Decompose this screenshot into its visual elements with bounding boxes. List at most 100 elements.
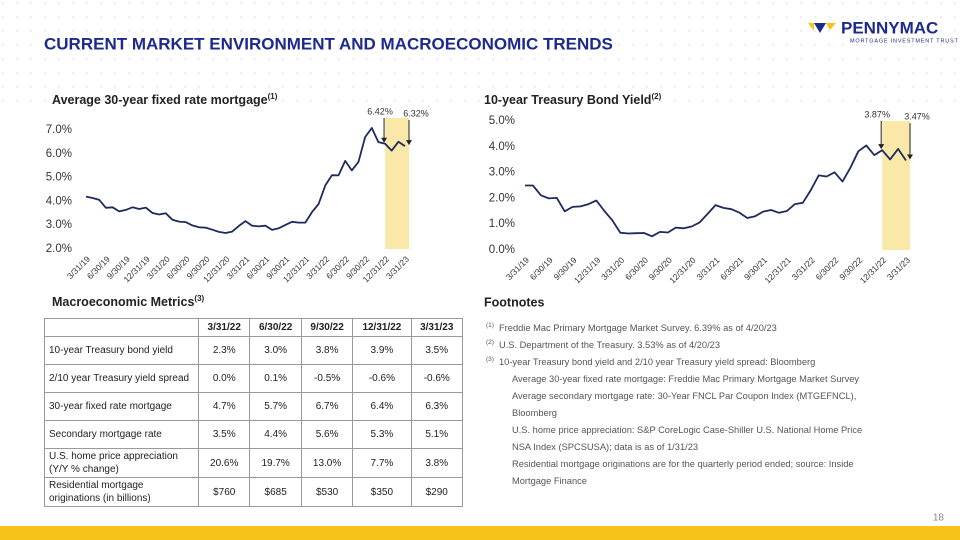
chart-title: 10-year Treasury Bond Yield(2) xyxy=(484,92,662,107)
footnote-marker: (2) xyxy=(486,339,494,346)
table-title-note: (3) xyxy=(194,294,204,303)
footnote-text: U.S. home price appreciation: S&P CoreLo… xyxy=(512,425,863,452)
footnote: (3) 10-year Treasury bond yield and 2/10 … xyxy=(486,354,871,490)
table-cell: 0.1% xyxy=(249,364,302,393)
column-header: 9/30/22 xyxy=(300,318,354,337)
annotation-arrowhead xyxy=(406,140,412,146)
x-tick-label: 12/31/19 xyxy=(572,255,603,286)
chart-title: Average 30-year fixed rate mortgage(1) xyxy=(52,92,278,107)
table-row: U.S. home price appreciation (Y/Y % chan… xyxy=(44,448,463,478)
table-cell: 13.0% xyxy=(300,448,354,478)
table-cell: 4.4% xyxy=(249,420,302,449)
highlight-band xyxy=(385,118,409,249)
table-cell: 2.3% xyxy=(197,336,251,365)
footnote-marker: (1) xyxy=(486,322,494,329)
footnote: (2) U.S. Department of the Treasury. 3.53… xyxy=(486,337,871,354)
row-label: 2/10 year Treasury yield spread xyxy=(44,364,199,393)
table-row: Secondary mortgage rate 3.5% 4.4% 5.6% 5.3% 5… xyxy=(44,420,463,449)
y-tick-label: 0.0% xyxy=(489,244,515,256)
table-cell: 5.3% xyxy=(352,420,412,449)
x-tick-label: 3/31/19 xyxy=(504,255,531,282)
y-tick-label: 2.0% xyxy=(46,243,72,255)
table-cell: 3.9% xyxy=(352,336,412,365)
row-label: U.S. home price appreciation (Y/Y % chan… xyxy=(44,448,199,478)
footnote-text: Average 30-year fixed rate mortgage: Fre… xyxy=(512,374,860,384)
table-cell: 5.7% xyxy=(249,392,302,421)
x-tick-label: 3/31/23 xyxy=(384,254,411,281)
table-corner xyxy=(44,318,199,337)
annotation-label: 3.87% xyxy=(864,109,890,119)
slide-title: CURRENT MARKET ENVIRONMENT AND MACROECON… xyxy=(44,34,613,53)
footnotes-title: Footnotes xyxy=(484,295,544,309)
table-cell: $350 xyxy=(352,477,412,507)
table-row: 10-year Treasury bond yield 2.3% 3.0% 3.8% 3… xyxy=(44,336,463,365)
footnote-text: U.S. Department of the Treasury. 3.53% a… xyxy=(499,340,721,350)
x-tick-label: 6/30/19 xyxy=(528,255,555,282)
footnotes: (1) Freddie Mac Primary Mortgage Market S… xyxy=(486,320,871,490)
footnote-text: Residential mortgage originations are fo… xyxy=(512,459,854,486)
table-cell: $685 xyxy=(249,477,302,507)
logo: PENNYMAC MORTGAGE INVESTMENT TRUST xyxy=(808,18,959,44)
table-cell: 4.7% xyxy=(197,392,251,421)
table-row: 30-year fixed rate mortgage 4.7% 5.7% 6.7% 6… xyxy=(44,392,463,421)
row-label: 10-year Treasury bond yield xyxy=(44,336,199,365)
page-number: 18 xyxy=(933,513,945,524)
table-cell: 3.5% xyxy=(410,336,463,365)
bottom-band xyxy=(0,526,960,540)
y-tick-label: 5.0% xyxy=(489,115,515,127)
y-tick-label: 5.0% xyxy=(46,172,72,184)
table-row: Residential mortgage originations (in bi… xyxy=(44,477,463,507)
annotation-label: 3.47% xyxy=(904,111,930,121)
x-tick-label: 6/30/21 xyxy=(718,255,745,282)
table-cell: 3.8% xyxy=(300,336,354,365)
x-tick-label: 3/31/23 xyxy=(885,255,912,282)
x-tick-label: 6/30/20 xyxy=(623,255,650,282)
annotation-label: 6.42% xyxy=(367,106,393,116)
footnote-text: 10-year Treasury bond yield and 2/10 yea… xyxy=(499,357,816,367)
data-line xyxy=(525,144,907,238)
table-cell: $760 xyxy=(197,477,251,507)
table-cell: 5.6% xyxy=(300,420,354,449)
footnote: (1) Freddie Mac Primary Mortgage Market S… xyxy=(486,320,871,337)
column-header: 12/31/22 xyxy=(352,318,412,337)
y-tick-label: 3.0% xyxy=(489,167,515,179)
x-tick-label: 6/30/22 xyxy=(813,255,840,282)
data-line xyxy=(85,127,406,234)
table-cell: -0.6% xyxy=(410,364,463,393)
table-cell: $290 xyxy=(410,477,463,507)
x-tick-label: 12/31/21 xyxy=(762,255,793,286)
column-header: 6/30/22 xyxy=(249,318,302,337)
chart-title-note: (1) xyxy=(268,92,278,101)
table-cell: 3.8% xyxy=(410,448,463,478)
table-cell: 6.4% xyxy=(352,392,412,421)
y-tick-label: 6.0% xyxy=(46,148,72,160)
chart-title-note: (2) xyxy=(651,92,661,101)
x-tick-label: 3/31/21 xyxy=(694,255,721,282)
table-cell: 3.5% xyxy=(197,420,251,449)
footnote-marker: (3) xyxy=(486,356,494,363)
table-cell: 6.7% xyxy=(300,392,354,421)
y-tick-label: 3.0% xyxy=(46,219,72,231)
highlight-band xyxy=(882,121,910,250)
table-title-text: Macroeconomic Metrics xyxy=(52,295,194,309)
row-label: Residential mortgage originations (in bi… xyxy=(44,477,199,507)
x-tick-label: 3/31/22 xyxy=(790,255,817,282)
y-tick-label: 4.0% xyxy=(46,195,72,207)
table-cell: 6.3% xyxy=(410,392,463,421)
table-header-row: 3/31/22 6/30/22 9/30/22 12/31/22 3/31/23 xyxy=(44,318,463,337)
row-label: 30-year fixed rate mortgage xyxy=(44,392,199,421)
row-label: Secondary mortgage rate xyxy=(44,420,199,449)
footnote-text: Freddie Mac Primary Mortgage Market Surv… xyxy=(499,323,777,333)
table-cell: -0.6% xyxy=(352,364,412,393)
table-cell: $530 xyxy=(300,477,354,507)
table-cell: 5.1% xyxy=(410,420,463,449)
y-tick-label: 2.0% xyxy=(489,192,515,204)
annotation-label: 6.32% xyxy=(403,108,429,118)
metrics-table: 3/31/22 6/30/22 9/30/22 12/31/22 3/31/23 10-y… xyxy=(44,318,463,507)
x-tick-label: 3/31/20 xyxy=(599,255,626,282)
logo-subtext: MORTGAGE INVESTMENT TRUST xyxy=(850,38,959,44)
annotation-arrowhead xyxy=(381,137,388,143)
x-tick-label: 12/31/22 xyxy=(858,255,889,286)
